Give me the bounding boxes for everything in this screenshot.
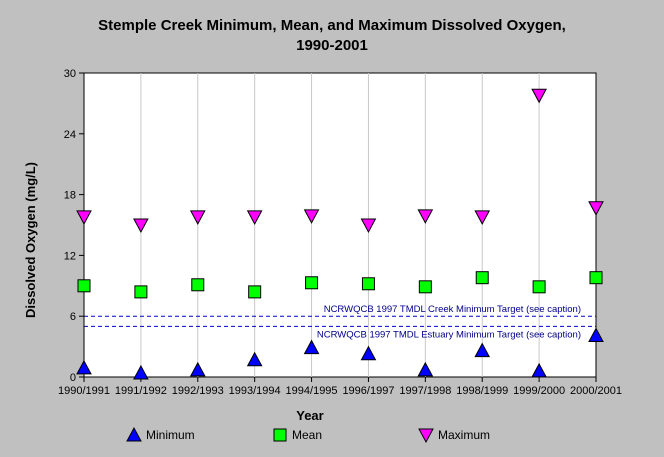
x-tick-label: 1996/1997 [342,385,394,397]
mean-point [418,280,432,294]
maximum-point [588,201,604,216]
maximum-point [189,210,206,225]
legend-swatch-maximum [418,428,434,444]
legend-label-minimum: Minimum [146,428,195,442]
maximum-point [417,209,434,224]
minimum-point [531,362,547,378]
y-tick-label: 30 [64,68,76,80]
maximum-point [76,210,92,225]
y-tick-label: 18 [64,190,76,202]
minimum-point [133,364,149,380]
minimum-point [474,342,491,358]
minimum-point [76,359,92,375]
x-tick-label: 1990/1991 [58,385,110,397]
mean-point [532,280,546,294]
maximum-point [303,209,320,224]
mean-point [77,279,91,293]
mean-point [248,285,262,299]
minimum-point [246,351,263,367]
mean-point [361,277,375,291]
mean-point [134,285,148,299]
x-tick-label: 1993/1994 [229,385,281,397]
legend-swatch-minimum [126,426,142,442]
legend-swatch-mean [273,428,287,442]
minimum-point [303,339,320,355]
minimum-point [360,345,377,361]
chart-title-line-2: 1990-2001 [296,37,368,54]
maximum-point [133,218,149,234]
reference-line-label: NCRWQCB 1997 TMDL Creek Minimum Target (… [324,304,581,315]
y-tick-label: 24 [64,129,76,141]
x-tick-label: 1998/1999 [456,385,508,397]
mean-point [191,278,205,292]
mean-point [305,276,319,290]
x-tick-label: 1991/1992 [115,385,167,397]
legend-label-maximum: Maximum [438,428,490,442]
mean-point [475,271,489,285]
reference-lines: NCRWQCB 1997 TMDL Creek Minimum Target (… [84,304,596,340]
reference-line-label: NCRWQCB 1997 TMDL Estuary Minimum Target… [317,329,581,340]
mean-point [589,271,603,285]
y-tick-label: 12 [64,250,76,262]
x-tick-label: 1992/1993 [172,385,224,397]
x-tick-label: 2000/2001 [570,385,622,397]
legend: Minimum Mean Maximum [126,426,490,444]
legend-label-mean: Mean [292,428,322,442]
axes: 0 6 12 18 24 30 1990/1991 1991/1992 1992/1993 199… [58,68,622,397]
maximum-point [474,210,491,225]
x-tick-label: 1999/2000 [513,385,565,397]
y-axis-label: Dissolved Oxygen (mg/L) [23,162,38,318]
data-markers [76,88,604,380]
x-tick-label: 1994/1995 [286,385,338,397]
chart-title-line-1: Stemple Creek Minimum, Mean, and Maximum… [98,17,566,34]
maximum-point [246,210,263,225]
minimum-point [189,361,206,377]
minimum-point [417,361,434,377]
minimum-point [588,327,604,342]
y-tick-label: 6 [70,311,76,323]
x-tick-label: 1997/1998 [399,385,451,397]
x-axis-label: Year [296,408,323,423]
maximum-point [360,218,377,234]
y-tick-label: 0 [70,372,76,384]
maximum-point [531,88,547,104]
